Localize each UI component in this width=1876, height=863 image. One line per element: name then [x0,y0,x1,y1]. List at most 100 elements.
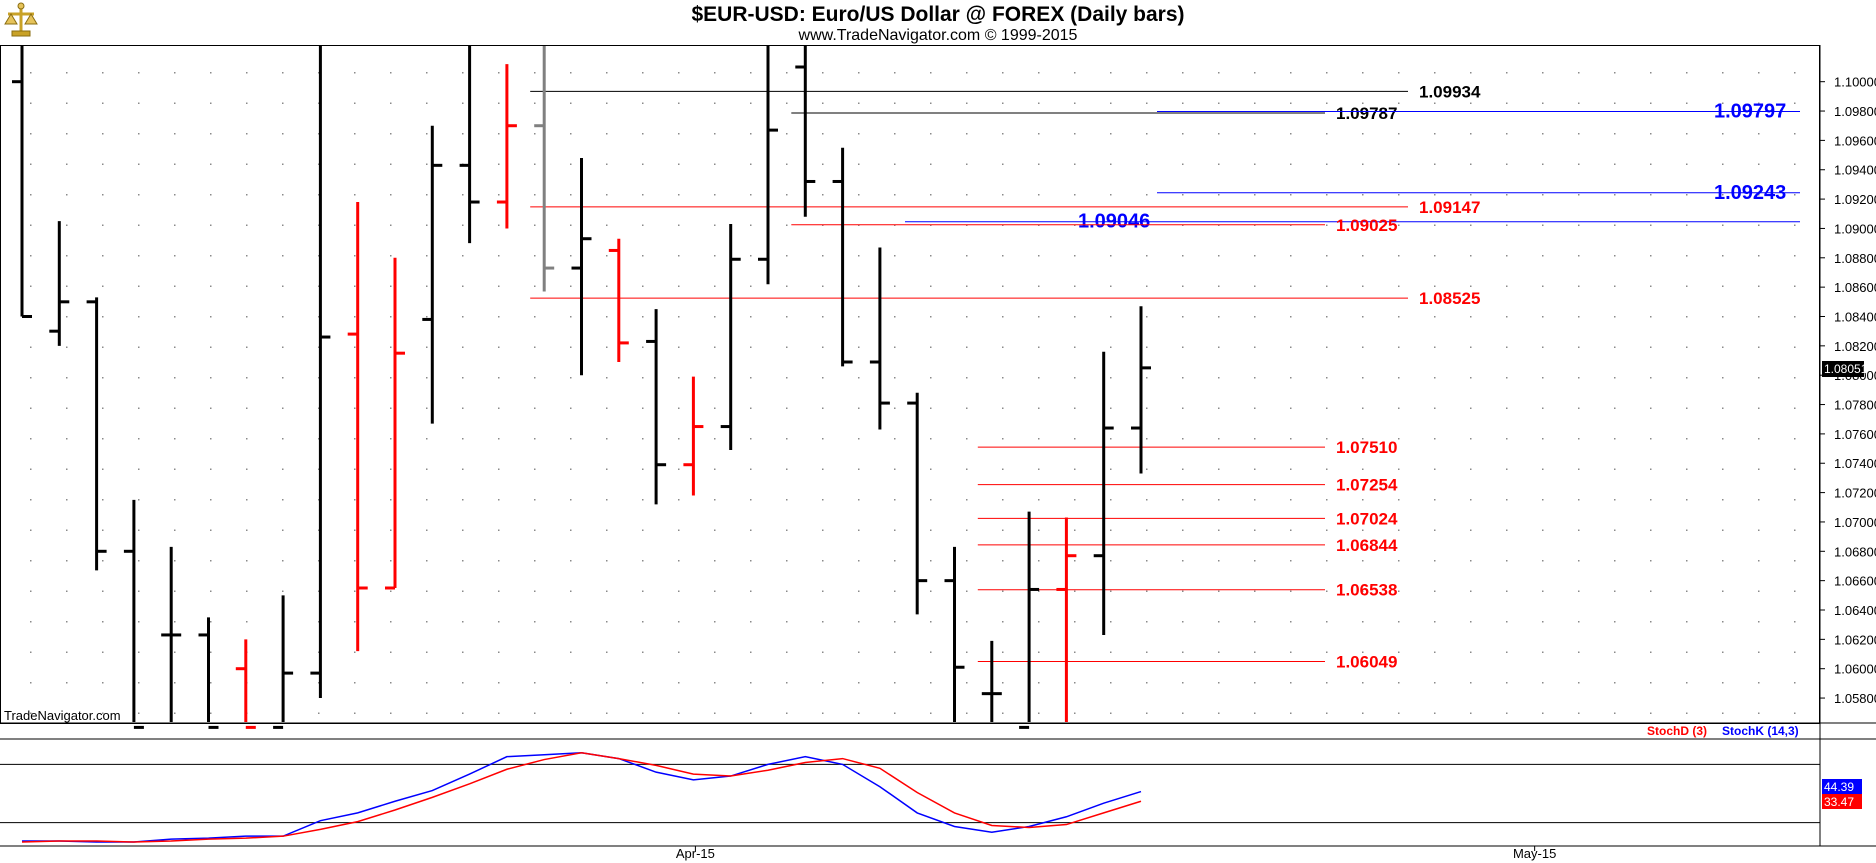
grid-dot [174,529,176,531]
grid-dot [642,529,644,531]
grid-dot [894,316,896,318]
grid-dot [66,560,68,562]
grid-dot [642,651,644,653]
grid-dot [1722,316,1724,318]
grid-dot [1758,316,1760,318]
grid-dot [1506,224,1508,226]
grid-dot [210,529,212,531]
grid-dot [282,102,284,104]
grid-dot [354,346,356,348]
grid-dot [822,621,824,623]
grid-dot [1146,346,1148,348]
grid-dot [1758,529,1760,531]
grid-dot [30,468,32,470]
grid-dot [1542,346,1544,348]
grid-dot [390,255,392,257]
grid-dot [894,407,896,409]
grid-dot [1218,468,1220,470]
grid-dot [786,499,788,501]
grid-dot [930,499,932,501]
grid-dot [210,682,212,684]
grid-dot [786,163,788,165]
grid-dot [570,377,572,379]
grid-dot [1722,529,1724,531]
price-levels: 1.09934 1.09787 1.09797 1.09243 1.09147 1.090… [530,82,1800,672]
grid-dot [318,407,320,409]
grid-dot [1794,712,1796,714]
ohlc-bar [86,297,107,571]
grid-dot [714,102,716,104]
grid-dot [1542,377,1544,379]
grid-dot [1686,346,1688,348]
grid-dot [678,285,680,287]
grid-dot [174,712,176,714]
grid-dot [1614,529,1616,531]
grid-dot [1182,529,1184,531]
grid-dot [318,468,320,470]
grid-dot [822,316,824,318]
grid-dot [678,163,680,165]
grid-dot [606,407,608,409]
grid-dot [102,682,104,684]
grid-dot [1002,346,1004,348]
grid-dot [462,438,464,440]
grid-dot [390,621,392,623]
grid-dot [1182,316,1184,318]
grid-dot [678,499,680,501]
grid-dot [498,590,500,592]
ohlc-bar [1056,517,1077,722]
grid-dot [534,224,536,226]
grid-dot [1398,133,1400,135]
grid-dot [1038,560,1040,562]
grid-dot [570,316,572,318]
ohlc-bar [608,238,629,362]
grid-dot [786,682,788,684]
grid-dot [642,621,644,623]
chart-title: $EUR-USD: Euro/US Dollar @ FOREX (Daily … [691,3,1184,26]
ohlc-bar [1131,306,1151,474]
grid-dot [1038,590,1040,592]
legend-stochd: StochD (3) [1647,724,1707,738]
grid-dot [1254,163,1256,165]
grid-dot [282,163,284,165]
grid-dot [1542,529,1544,531]
grid-dot [354,194,356,196]
grid-dot [102,560,104,562]
grid-dot [1434,346,1436,348]
grid-dot [606,499,608,501]
grid-dot [318,316,320,318]
grid-dot [138,590,140,592]
grid-dot [534,407,536,409]
grid-dot [1110,316,1112,318]
grid-dot [1110,194,1112,196]
grid-dot [1110,346,1112,348]
grid-dot [1182,499,1184,501]
grid-dot [282,438,284,440]
grid-dot [570,468,572,470]
balance-scale-icon [4,2,38,38]
grid-dot [318,682,320,684]
grid-dot [210,499,212,501]
grid-dot [138,163,140,165]
grid-dot [1362,224,1364,226]
grid-dot [1254,438,1256,440]
grid-dot [1758,224,1760,226]
grid-dot [462,255,464,257]
level-label: 1.09243 [1714,182,1786,204]
grid-dot [966,346,968,348]
grid-dot [102,255,104,257]
grid-dot [1146,529,1148,531]
grid-dot [318,102,320,104]
price-panel-frame [0,45,1820,724]
grid-dot [1182,346,1184,348]
grid-dot [1578,682,1580,684]
grid-dot [858,102,860,104]
grid-dot [606,72,608,74]
grid-dot [462,72,464,74]
grid-dot [30,651,32,653]
grid-dot [1290,712,1292,714]
grid-dot [1470,377,1472,379]
ohlc-bar [683,376,704,496]
grid-dots [30,72,1796,714]
grid-dot [138,438,140,440]
